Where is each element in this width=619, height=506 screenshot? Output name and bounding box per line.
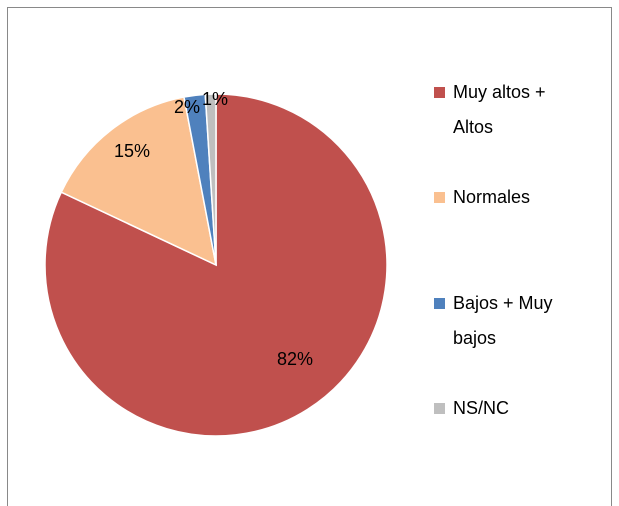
legend-entry: NS/NC (434, 391, 584, 426)
pie-slice (44, 93, 388, 437)
data-label: 1% (202, 89, 228, 109)
data-label: 2% (174, 97, 200, 117)
legend-label: NS/NC (453, 398, 510, 418)
legend-swatch (434, 192, 445, 203)
pie-slice (204, 93, 217, 266)
legend-entry: Muy altos + Altos (434, 75, 584, 145)
data-label: 15% (114, 141, 150, 161)
legend-label: Bajos + Muy bajos (453, 293, 553, 348)
chart-border (7, 7, 612, 506)
legend-entry: Normales (434, 180, 584, 215)
legend-label: Muy altos + Altos (453, 82, 546, 137)
legend-entry: Bajos + Muy bajos (434, 286, 584, 356)
data-label: 82% (277, 349, 313, 369)
legend-swatch (434, 403, 445, 414)
legend-label: Normales (453, 187, 531, 207)
legend-swatch (434, 87, 445, 98)
pie-slice (60, 96, 218, 267)
legend-swatch (434, 298, 445, 309)
